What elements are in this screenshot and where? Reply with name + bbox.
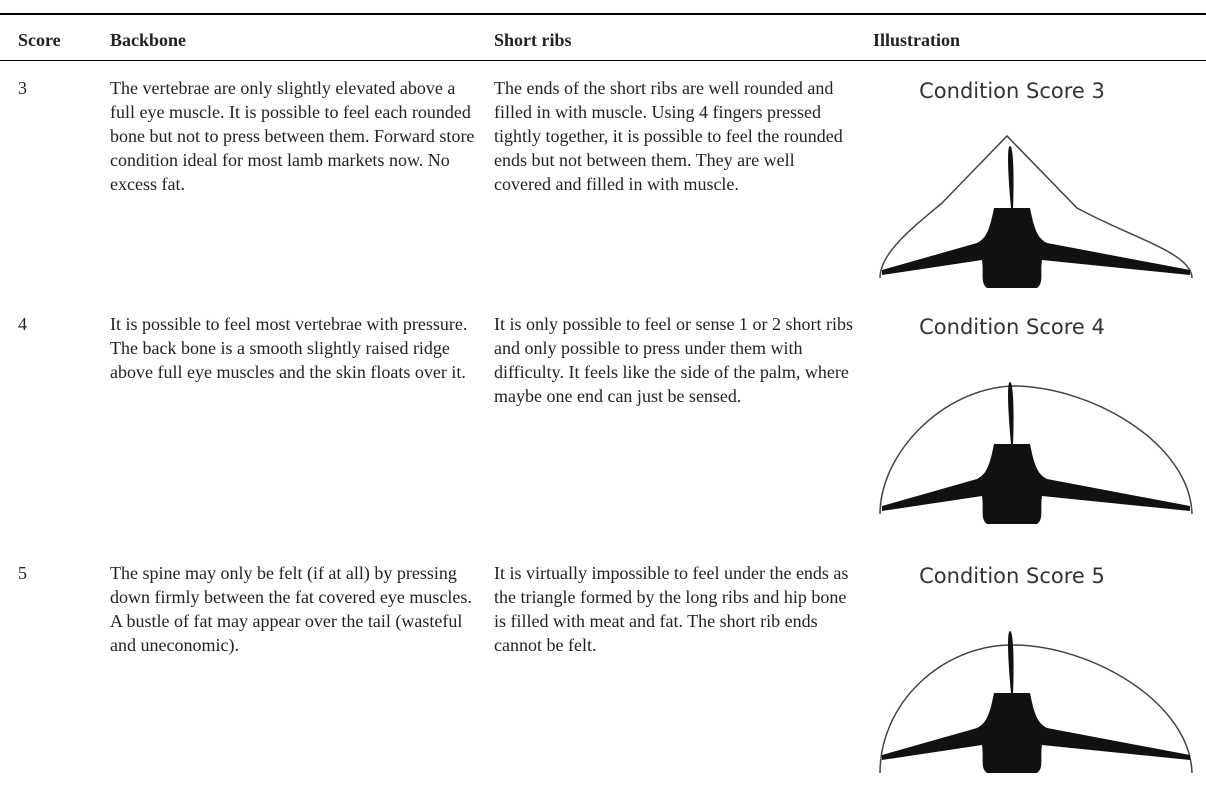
vertebra	[882, 208, 1190, 288]
text-cell: The spine may only be felt (if at all) b…	[110, 563, 472, 655]
header-rule	[0, 60, 1206, 61]
spine	[1008, 146, 1014, 208]
score-cell: 4	[18, 314, 27, 334]
text-cell: It is possible to feel most vertebrae wi…	[110, 314, 468, 382]
text-cell: It is only possible to feel or sense 1 o…	[494, 314, 853, 406]
spine	[1008, 382, 1014, 444]
outline	[879, 134, 1193, 279]
score-cell: 3	[18, 78, 27, 98]
vertebra	[882, 693, 1190, 773]
illustration: Condition Score 5	[879, 564, 1193, 774]
header-cell: Illustration	[873, 30, 961, 50]
illustration-label: Condition Score 4	[919, 315, 1105, 339]
outline	[879, 385, 1193, 515]
header-cell: Backbone	[110, 30, 187, 50]
illustration-label: Condition Score 3	[919, 79, 1105, 103]
vertebra	[882, 444, 1190, 524]
text-cell: The ends of the short ribs are well roun…	[494, 78, 843, 194]
illustration: Condition Score 4	[879, 315, 1193, 524]
spine	[1008, 631, 1014, 693]
illustration-label: Condition Score 5	[919, 564, 1105, 588]
text-cell: It is virtually impossible to feel under…	[494, 563, 849, 655]
header-cell: Short ribs	[494, 30, 572, 50]
text-cell: The vertebrae are only slightly elevated…	[110, 78, 475, 194]
score-cell: 5	[18, 563, 27, 583]
top-rule	[0, 13, 1206, 15]
header-cell: Score	[18, 30, 61, 50]
illustration: Condition Score 3	[879, 79, 1193, 288]
